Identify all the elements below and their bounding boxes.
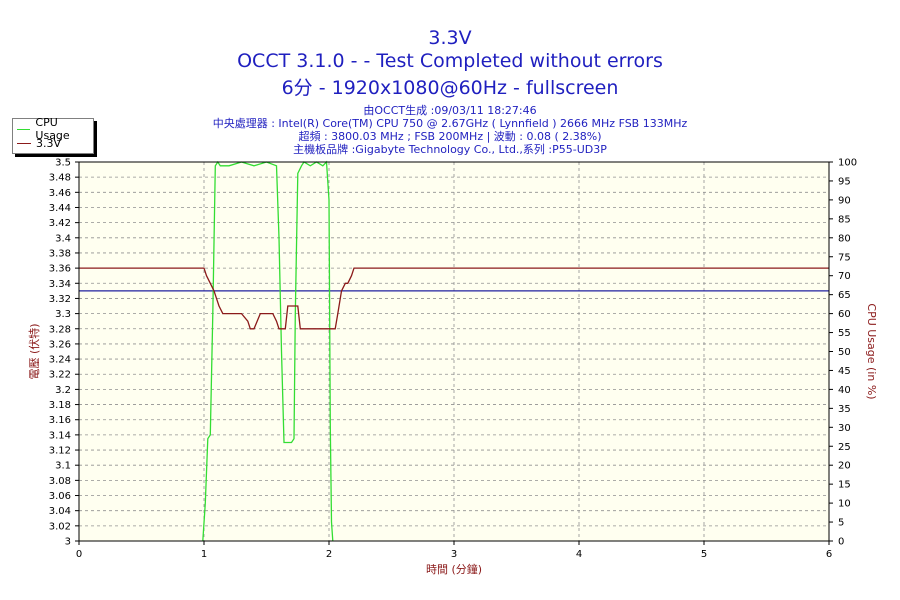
y-tick-label: 3.3: [55, 309, 71, 320]
y-tick-label: 3.06: [49, 491, 71, 502]
y2-tick-label: 15: [838, 480, 851, 491]
y2-tick-label: 100: [838, 158, 857, 169]
y2-tick-label: 70: [838, 271, 851, 282]
chart-subtitle-test: OCCT 3.1.0 - - Test Completed without er…: [237, 50, 663, 72]
y-tick-label: 3.14: [49, 430, 71, 441]
grid: [78, 161, 830, 542]
y-tick-label: 3.34: [49, 279, 71, 290]
series-layer: [79, 160, 829, 542]
y-tick-label: 3: [65, 537, 71, 548]
y-tick-label: 3.32: [49, 294, 71, 305]
y-tick-label: 3.4: [55, 233, 71, 244]
y-tick-label: 3.28: [49, 324, 71, 335]
legend-swatch-cpu-usage: [17, 128, 31, 130]
series-line-cpu-usage: [202, 160, 334, 542]
legend-label-3v3: 3.3V: [36, 136, 62, 150]
y2-tick-label: 55: [838, 328, 851, 339]
y2-tick-label: 0: [838, 537, 844, 548]
y-tick-label: 3.22: [49, 370, 71, 381]
chart-subtitle-duration: 6分 - 1920x1080@60Hz - fullscreen: [281, 77, 619, 99]
y2-tick-label: 5: [838, 518, 844, 529]
y2-tick-label: 20: [838, 461, 851, 472]
y2-tick-label: 40: [838, 385, 851, 396]
x-tick-label: 5: [701, 549, 707, 560]
info-motherboard: 主機板品牌 :Gigabyte Technology Co., Ltd.,系列 …: [293, 143, 607, 156]
y2-tick-label: 65: [838, 290, 851, 301]
x-tick-label: 2: [326, 549, 332, 560]
y2-tick-label: 90: [838, 195, 851, 206]
y-tick-label: 3.04: [49, 506, 71, 517]
y-tick-label: 3.38: [49, 248, 71, 259]
y-tick-label: 3.44: [49, 203, 71, 214]
legend-item-cpu-usage: CPU Usage: [17, 116, 93, 142]
x-tick-label: 1: [201, 549, 207, 560]
legend-swatch-3v3: [17, 142, 31, 144]
x-tick-label: 3: [451, 549, 457, 560]
y-tick-label: 3.42: [49, 218, 71, 229]
y2-axis-label: CPU Usage (in %): [865, 303, 878, 399]
legend: CPU Usage 3.3V: [12, 116, 94, 154]
x-tick-label: 0: [76, 549, 82, 560]
y-tick-label: 3.24: [49, 355, 71, 366]
y2-tick-label: 35: [838, 404, 851, 415]
y2-tick-label: 95: [838, 176, 851, 187]
y-tick-label: 3.12: [49, 446, 71, 457]
info-generated: 由OCCT生成 :09/03/11 18:27:46: [363, 104, 537, 117]
y-tick-label: 3.5: [55, 158, 71, 169]
y2-tick-label: 25: [838, 442, 851, 453]
y2-tick-label: 45: [838, 366, 851, 377]
plot-background: [79, 162, 829, 541]
axes: 3 3.02 3.04 3.06 3.08 3.1 3.12 3.14 3.16 3.18 3.2 3…: [49, 158, 857, 561]
y2-tick-label: 10: [838, 499, 851, 510]
y-tick-label: 3.08: [49, 476, 71, 487]
y2-tick-label: 60: [838, 309, 851, 320]
y-tick-label: 3.16: [49, 415, 71, 426]
x-axis-label: 時間 (分鐘): [426, 562, 482, 576]
y-axis-label: 電壓 (伏特): [27, 323, 41, 379]
y2-tick-label: 30: [838, 423, 851, 434]
y-tick-label: 3.48: [49, 173, 71, 184]
series-line-3-3v: [79, 267, 829, 330]
y-tick-label: 3.26: [49, 339, 71, 350]
y2-tick-label: 75: [838, 252, 851, 263]
y-tick-label: 3.02: [49, 521, 71, 532]
y2-tick-label: 50: [838, 347, 851, 358]
legend-label-cpu-usage: CPU Usage: [35, 116, 70, 142]
chart-title: 3.3V: [428, 27, 472, 49]
y2-tick-label: 85: [838, 214, 851, 225]
legend-item-3v3: 3.3V: [17, 136, 61, 150]
y-tick-label: 3.36: [49, 264, 71, 275]
y-tick-label: 3.18: [49, 400, 71, 411]
y-tick-label: 3.1: [55, 461, 71, 472]
x-tick-label: 6: [826, 549, 832, 560]
x-tick-label: 4: [576, 549, 582, 560]
y-tick-label: 3.46: [49, 188, 71, 199]
info-cpu: 中央處理器 : Intel(R) Core(TM) CPU 750 @ 2.67…: [212, 117, 688, 130]
info-overclock: 超頻 : 3800.03 MHz ; FSB 200MHz | 波動 : 0.0…: [298, 130, 602, 143]
y-tick-label: 3.2: [55, 385, 71, 396]
y2-tick-label: 80: [838, 233, 851, 244]
